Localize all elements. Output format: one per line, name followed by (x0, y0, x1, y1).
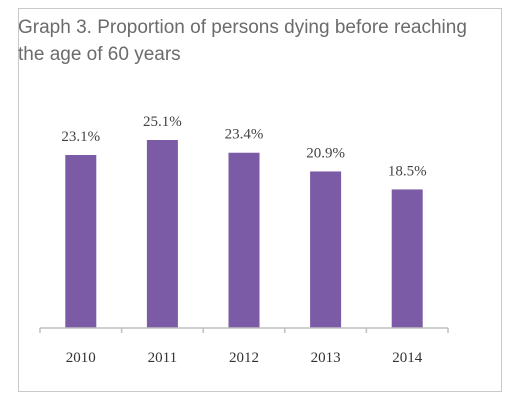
x-axis-tick-labels: 2010 2011 2012 2013 2014 (66, 350, 423, 366)
x-tick-label-2013: 2013 (311, 350, 341, 366)
data-labels: 23.1% 25.1% 23.4% 20.9% 18.5% (61, 114, 426, 179)
x-tick-label-2010: 2010 (66, 350, 96, 366)
data-label-2014: 18.5% (388, 163, 427, 179)
bar-2012 (228, 152, 260, 328)
data-label-2011: 25.1% (143, 114, 182, 130)
data-label-2013: 20.9% (306, 145, 345, 161)
x-tick-label-2012: 2012 (229, 350, 259, 366)
bar-2010 (65, 154, 97, 328)
bar-2013 (310, 171, 342, 328)
data-label-2010: 23.1% (61, 129, 100, 145)
bar-2014 (391, 189, 423, 328)
x-tick-label-2011: 2011 (148, 350, 177, 366)
chart-title: Graph 3. Proportion of persons dying bef… (18, 17, 467, 65)
bars-group (65, 140, 423, 328)
x-tick-label-2014: 2014 (392, 350, 423, 366)
bar-2011 (146, 140, 178, 328)
data-label-2012: 23.4% (225, 127, 264, 143)
x-axis-ticks (39, 328, 449, 333)
